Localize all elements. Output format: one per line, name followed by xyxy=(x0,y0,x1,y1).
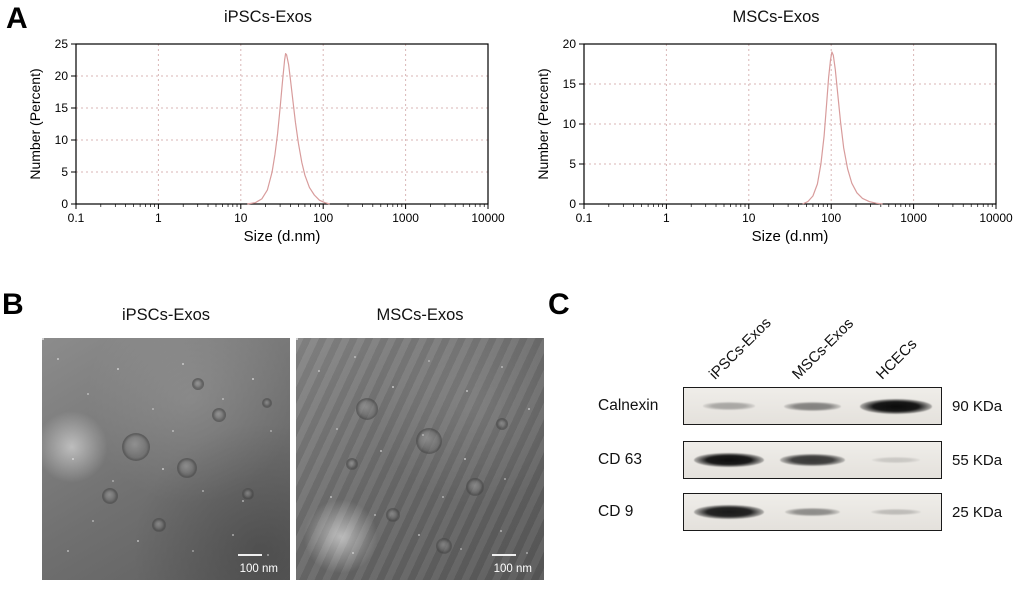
vesicle xyxy=(152,518,166,532)
vesicle xyxy=(496,418,508,430)
western-blot-panel: iPSCs-Exos MSCs-Exos HCECs Calnexin 90 K… xyxy=(560,295,1020,585)
x-axis-label: Size (d.nm) xyxy=(752,228,829,245)
y-axis-label: Number (Percent) xyxy=(535,68,551,179)
vesicle xyxy=(416,428,442,454)
x-tick-label: 0.1 xyxy=(68,211,85,225)
blot-box-cd63 xyxy=(683,441,942,479)
y-tick-label: 0 xyxy=(61,197,68,211)
scale-label: 100 nm xyxy=(493,563,532,575)
x-tick-label: 10000 xyxy=(471,211,505,225)
blot-band xyxy=(703,402,755,410)
tem-specks xyxy=(42,338,44,340)
protein-label: CD 9 xyxy=(598,503,634,520)
x-tick-label: 10 xyxy=(234,211,248,225)
blot-band xyxy=(860,398,933,414)
vesicle xyxy=(242,488,254,500)
tem-image-ipscs: 100 nm xyxy=(42,338,290,580)
vesicle xyxy=(356,398,378,420)
x-tick-label: 1 xyxy=(155,211,162,225)
lane-label-mscs: MSCs-Exos xyxy=(788,314,857,383)
scale-bar xyxy=(492,554,516,556)
y-tick-label: 0 xyxy=(569,197,576,211)
x-tick-label: 10000 xyxy=(979,211,1013,225)
y-tick-label: 25 xyxy=(55,37,69,51)
y-tick-label: 5 xyxy=(61,165,68,179)
blot-box-calnexin xyxy=(683,387,942,425)
lane-labels: iPSCs-Exos MSCs-Exos HCECs xyxy=(560,295,1020,383)
vesicle xyxy=(177,458,197,478)
blot-band xyxy=(871,508,921,516)
blot-band xyxy=(872,457,920,463)
scale-label: 100 nm xyxy=(239,563,278,575)
dls-plot-ipscs: 0 5 10 15 20 25 0.1 1 10 100 1000 10000 Size (d.nm) N… xyxy=(27,37,505,245)
y-tick-label: 20 xyxy=(563,37,577,51)
size-distribution-curve xyxy=(802,51,883,205)
weight-label: 55 KDa xyxy=(952,451,1003,469)
blot-row-cd9: CD 9 25 KDa xyxy=(560,493,1020,531)
plot-border xyxy=(583,43,997,205)
blot-band xyxy=(693,452,765,468)
y-axis-label: Number (Percent) xyxy=(27,68,43,179)
vesicle xyxy=(192,378,204,390)
blot-row-calnexin: Calnexin 90 KDa xyxy=(560,387,1020,425)
vesicle xyxy=(262,398,272,408)
panel-a-label: A xyxy=(6,2,28,35)
x-tick-label: 100 xyxy=(821,211,841,225)
panel-b-label: B xyxy=(2,288,24,321)
y-tick-label: 20 xyxy=(55,69,69,83)
lane-label-hcecs: HCECs xyxy=(872,335,921,383)
x-tick-label: 1000 xyxy=(392,211,419,225)
vesicle xyxy=(102,488,118,504)
dls-chart-mscs: MSCs-Exos 0 5 10 15 20 0.1 1 10 100 1000 10000 Size… xyxy=(534,6,1018,246)
weight-label: 25 KDa xyxy=(952,503,1003,521)
vesicle xyxy=(466,478,484,496)
vesicle xyxy=(122,433,150,461)
panel-c-label: C xyxy=(548,288,570,321)
vesicle xyxy=(436,538,452,554)
protein-label: Calnexin xyxy=(598,397,659,414)
scale-bar xyxy=(238,554,262,556)
x-tick-label: 100 xyxy=(313,211,333,225)
vesicle xyxy=(346,458,358,470)
chart-title-ipscs: iPSCs-Exos xyxy=(223,8,313,26)
tem-image-mscs: 100 nm xyxy=(296,338,544,580)
blot-band xyxy=(779,453,846,467)
vesicle xyxy=(386,508,400,522)
y-tick-label: 15 xyxy=(55,101,69,115)
x-tick-label: 1000 xyxy=(900,211,927,225)
y-tick-label: 5 xyxy=(569,157,576,171)
y-tick-label: 15 xyxy=(563,77,577,91)
vesicle xyxy=(212,408,226,422)
x-tick-label: 10 xyxy=(742,211,756,225)
blot-band xyxy=(784,401,841,411)
tem-specks xyxy=(296,338,298,340)
dls-chart-ipscs: iPSCs-Exos 0 5 10 15 20 25 0.1 1 10 100 1000 10000 S… xyxy=(26,6,510,246)
x-tick-label: 1 xyxy=(663,211,670,225)
blot-band xyxy=(784,507,841,517)
lane-label-ipscs: iPSCs-Exos xyxy=(705,314,775,383)
tem-title-mscs: MSCs-Exos xyxy=(376,306,464,324)
dls-plot-mscs: 0 5 10 15 20 0.1 1 10 100 1000 10000 Size (d.nm) Num… xyxy=(535,37,1013,245)
blot-row-cd63: CD 63 55 KDa xyxy=(560,441,1020,479)
weight-label: 90 KDa xyxy=(952,397,1003,415)
y-tick-label: 10 xyxy=(55,133,69,147)
chart-title-mscs: MSCs-Exos xyxy=(732,8,820,26)
tem-title-ipscs: iPSCs-Exos xyxy=(121,306,211,324)
plot-border xyxy=(75,43,489,205)
protein-label: CD 63 xyxy=(598,451,642,468)
x-axis-label: Size (d.nm) xyxy=(244,228,321,245)
y-tick-label: 10 xyxy=(563,117,577,131)
x-tick-label: 0.1 xyxy=(576,211,593,225)
blot-box-cd9 xyxy=(683,493,942,531)
blot-band xyxy=(694,505,764,519)
size-distribution-curve xyxy=(247,53,330,205)
